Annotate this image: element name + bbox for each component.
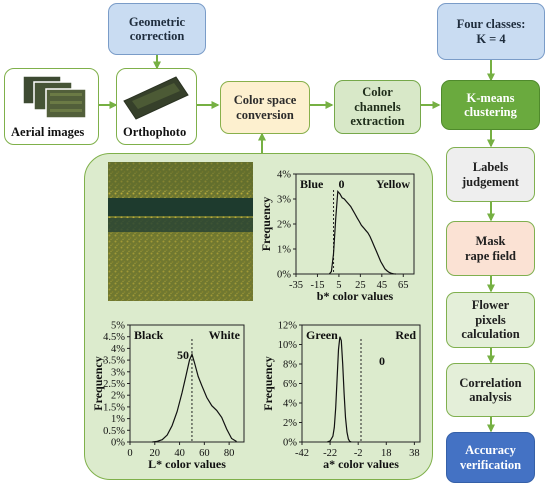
l-xtick-label: 80 bbox=[224, 448, 235, 459]
b-histogram: 0% 1% 2% 3% 4% -35 -15 5 25 45 65 b* color values Fr… bbox=[262, 170, 415, 303]
a-xtick-label: -42 bbox=[295, 448, 309, 459]
l-plot-frame bbox=[129, 324, 245, 443]
b-left-label: Blue bbox=[300, 177, 324, 191]
b-divider-label: 0 bbox=[339, 177, 345, 191]
a-frequency-curve bbox=[327, 336, 352, 443]
a-xtick-label: -22 bbox=[323, 448, 337, 459]
b-xtick-label: 65 bbox=[398, 280, 409, 291]
l-xtick-label: 0 bbox=[127, 448, 132, 459]
b-xtick-label: -15 bbox=[310, 280, 324, 291]
l-ytick-label: 1% bbox=[111, 414, 125, 425]
orthophoto-caption: Orthophoto bbox=[123, 125, 187, 139]
l-ytick-label: 2% bbox=[111, 391, 125, 402]
aerial-images-card: Aerial images bbox=[4, 68, 99, 145]
rape-field-image bbox=[108, 162, 253, 301]
b-right-label: Yellow bbox=[376, 177, 410, 191]
l-xlabel: L* color values bbox=[148, 457, 226, 471]
four-classes-box: Four classes: K = 4 bbox=[437, 3, 545, 60]
a-ytick-label: 4% bbox=[283, 399, 297, 410]
l-ytick-label: 5% bbox=[111, 321, 125, 332]
l-ytick-label: 0.5% bbox=[103, 426, 125, 437]
l-xtick-label: 40 bbox=[174, 448, 185, 459]
b-ylabel: Frequency bbox=[262, 197, 273, 251]
flower-pixels-calculation-box: Flower pixels calculation bbox=[446, 292, 535, 348]
a-xtick-label: 38 bbox=[409, 448, 420, 459]
b-ytick-label: 1% bbox=[277, 245, 291, 256]
correlation-analysis-box: Correlation analysis bbox=[446, 363, 535, 417]
b-xtick-label: 5 bbox=[336, 280, 341, 291]
accuracy-verification-box: Accuracy verification bbox=[446, 432, 535, 483]
geometric-correction-box: Geometric correction bbox=[108, 3, 206, 55]
l-right-label: White bbox=[209, 328, 241, 342]
aerial-images-caption: Aerial images bbox=[11, 125, 85, 139]
b-xtick-label: 25 bbox=[355, 280, 366, 291]
a-ytick-label: 0% bbox=[283, 438, 297, 449]
b-xtick-label: -35 bbox=[289, 280, 303, 291]
b-xtick-label: 45 bbox=[377, 280, 388, 291]
b-xlabel: b* color values bbox=[317, 289, 394, 303]
a-ytick-label: 2% bbox=[283, 418, 297, 429]
l-ytick-label: 4.5% bbox=[103, 332, 125, 343]
a-xlabel: a* color values bbox=[323, 457, 399, 471]
kmeans-clustering-box: K-means clustering bbox=[441, 80, 540, 130]
a-ytick-label: 6% bbox=[283, 379, 297, 390]
l-left-label: Black bbox=[134, 328, 164, 342]
a-left-label: Green bbox=[306, 328, 338, 342]
a-histogram: 0% 2% 4% 6% 8% 10% 12% -42 -22 -2 18 38 a* color val… bbox=[262, 321, 421, 471]
l-ylabel: Frequency bbox=[91, 356, 105, 410]
mask-rape-field-box: Mask rape field bbox=[446, 221, 535, 276]
a-ylabel: Frequency bbox=[262, 356, 275, 410]
b-ytick-label: 4% bbox=[277, 170, 291, 181]
l-ytick-label: 3.5% bbox=[103, 356, 125, 367]
b-ytick-label: 3% bbox=[277, 195, 291, 206]
a-ytick-label: 10% bbox=[278, 340, 298, 351]
a-xtick-label: -2 bbox=[354, 448, 363, 459]
l-ytick-label: 3% bbox=[111, 367, 125, 378]
orthophoto-card: Orthophoto bbox=[116, 68, 197, 145]
l-divider-label: 50 bbox=[177, 348, 189, 362]
l-frequency-curve bbox=[152, 352, 237, 443]
l-xtick-label: 20 bbox=[150, 448, 161, 459]
color-channels-extraction-box: Color channels extraction bbox=[334, 80, 421, 134]
a-ytick-label: 12% bbox=[278, 321, 298, 332]
l-ytick-label: 1.5% bbox=[103, 402, 125, 413]
labels-judgement-box: Labels judgement bbox=[446, 147, 535, 202]
a-xtick-label: 18 bbox=[381, 448, 392, 459]
orthophoto-image bbox=[123, 76, 189, 120]
l-xtick-label: 60 bbox=[199, 448, 210, 459]
color-space-conversion-box: Color space conversion bbox=[220, 81, 310, 134]
b-ytick-label: 0% bbox=[277, 270, 291, 281]
l-ytick-label: 2.5% bbox=[103, 379, 125, 390]
l-histogram: 0%0.5%1%1.5%2%2.5%3%3.5%4%4.5%5% 0 20 40 60 8… bbox=[91, 321, 245, 471]
aerial-image-stack bbox=[22, 75, 87, 119]
l-ytick-label: 4% bbox=[111, 344, 125, 355]
a-divider-label: 0 bbox=[379, 354, 385, 368]
b-frequency-curve bbox=[328, 190, 396, 275]
b-ytick-label: 2% bbox=[277, 220, 291, 231]
l-ytick-label: 0% bbox=[111, 438, 125, 449]
a-ytick-label: 8% bbox=[283, 360, 297, 371]
a-right-label: Red bbox=[395, 328, 416, 342]
